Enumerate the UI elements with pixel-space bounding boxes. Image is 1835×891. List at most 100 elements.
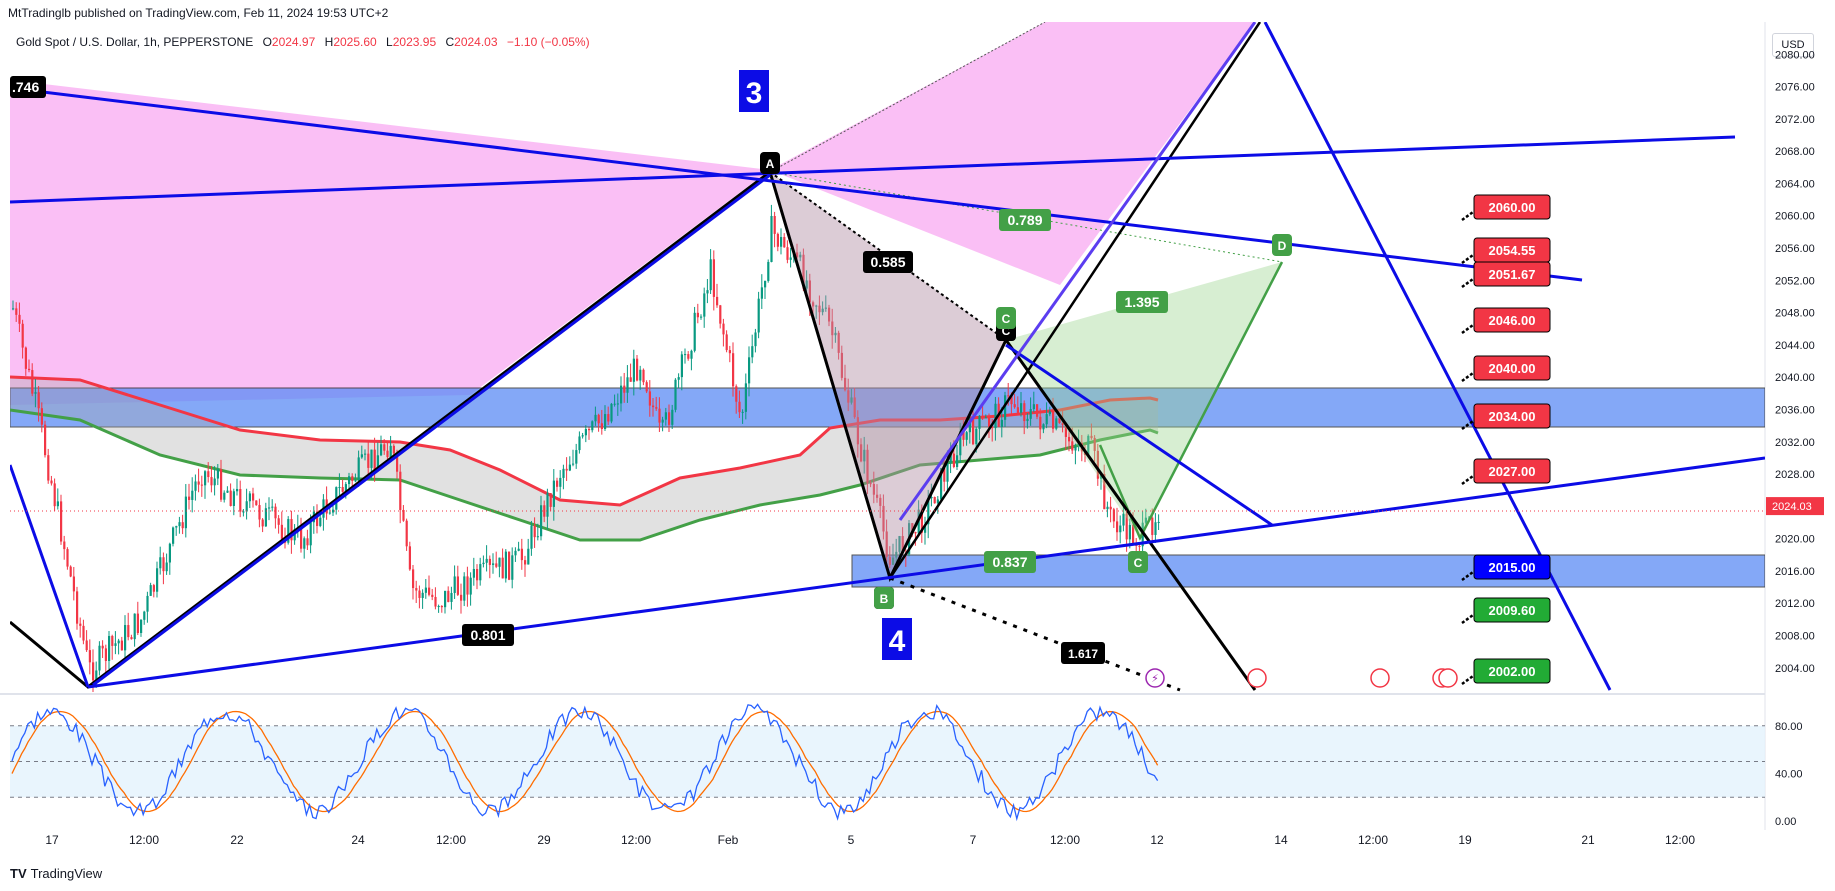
price-target-box[interactable] <box>1473 237 1551 263</box>
flag-event-icon[interactable] <box>1432 668 1452 688</box>
candle-body <box>885 531 888 557</box>
time-tick-label: 12:00 <box>436 833 466 847</box>
price-target-box[interactable] <box>1473 597 1551 623</box>
candle-body <box>652 405 655 408</box>
candle-body <box>732 353 735 387</box>
blue-trend-upper <box>10 135 1736 204</box>
price-target-box[interactable] <box>1473 554 1551 580</box>
candle-body <box>869 483 872 485</box>
pattern-point-box[interactable] <box>1272 234 1292 256</box>
candle-body <box>850 397 853 403</box>
price-tick-label: 2044.00 <box>1775 340 1815 352</box>
candle-body <box>936 499 939 504</box>
candle-body <box>1148 517 1151 519</box>
candle-body <box>120 640 123 651</box>
candle-body <box>1090 435 1093 438</box>
target-connector <box>1461 272 1481 289</box>
candle-body <box>492 563 495 565</box>
candle-body <box>415 588 418 591</box>
candle-body <box>501 557 504 579</box>
flag-event-icon[interactable] <box>1247 668 1267 688</box>
candle-body <box>581 435 584 437</box>
price-target-box[interactable] <box>1473 658 1551 684</box>
candle-body <box>92 662 95 681</box>
price-target-box[interactable] <box>1473 355 1551 381</box>
time-tick-label: 12 <box>1150 833 1164 847</box>
candle-body <box>56 501 59 507</box>
fib-ratio-box[interactable] <box>462 624 514 646</box>
pattern-point-box[interactable] <box>874 587 894 609</box>
blue-line-b-up <box>898 22 1257 521</box>
pattern-point-box[interactable] <box>1128 551 1148 573</box>
candle-body <box>1026 418 1029 422</box>
candle-body <box>296 527 299 530</box>
candle-body <box>1125 513 1128 540</box>
candle-body <box>952 453 955 467</box>
price-change: −1.10 (−0.05%) <box>506 35 590 49</box>
fib-ratio-box[interactable] <box>999 209 1051 231</box>
pattern-point-box[interactable] <box>874 587 894 609</box>
fib-ratio-box[interactable] <box>1061 642 1105 664</box>
pattern-point-box[interactable] <box>760 152 780 174</box>
candle-body <box>613 403 616 405</box>
flag-event-icon[interactable] <box>1370 668 1390 688</box>
fib-ratio-box[interactable] <box>1116 291 1168 313</box>
candle-body <box>882 505 885 532</box>
candle-body <box>856 417 859 445</box>
candle-body <box>764 280 767 288</box>
price-target-box[interactable] <box>1473 261 1551 287</box>
candle-body <box>284 538 287 543</box>
candle-body <box>261 519 264 527</box>
price-axis[interactable]: 2080.002076.002072.002068.002064.002060.… <box>1775 49 1815 674</box>
time-tick-label: 12:00 <box>129 833 159 847</box>
candle-body <box>136 613 139 633</box>
wave-label-box[interactable] <box>882 618 912 660</box>
wave-label-box[interactable] <box>739 70 769 112</box>
price-target-label: 2046.00 <box>1489 313 1536 328</box>
price-tick-label: 2056.00 <box>1775 243 1815 255</box>
price-target-box[interactable] <box>1473 307 1551 333</box>
candle-body <box>15 308 18 315</box>
candle-body <box>901 536 904 553</box>
candle-body <box>1112 509 1115 522</box>
candle-body <box>1058 418 1061 423</box>
symbol-name[interactable]: Gold Spot / U.S. Dollar, 1h, PEPPERSTONE <box>16 35 254 49</box>
candle-body <box>1135 542 1138 546</box>
candle-body <box>101 645 104 649</box>
candle-body <box>380 444 383 456</box>
currency-button[interactable]: USD <box>1772 33 1814 57</box>
candle-body <box>568 464 571 471</box>
candle-body <box>370 449 373 468</box>
price-target-box[interactable] <box>1473 194 1551 220</box>
resistance-zone <box>10 387 1765 428</box>
tradingview-logo[interactable]: TV TradingView <box>10 866 103 881</box>
time-axis[interactable]: 17 12:00 22 24 12:00 29 12:00 Feb 5 7 12:00 12 14 12:… <box>45 833 1695 847</box>
candle-body <box>194 481 197 491</box>
candle-body <box>392 445 395 454</box>
candle-body <box>773 215 776 234</box>
candle-body <box>508 551 511 580</box>
pattern-point-box[interactable] <box>996 319 1016 341</box>
candle-body <box>300 527 303 549</box>
candle-body <box>1036 404 1039 417</box>
candle-body <box>117 640 120 644</box>
fib-ratio-box[interactable] <box>863 251 913 273</box>
candle-body <box>741 411 744 413</box>
candle-body <box>744 383 747 412</box>
lightning-event-icon[interactable] <box>1145 668 1165 688</box>
price-target-box[interactable] <box>1473 458 1551 484</box>
price-target-box[interactable] <box>1473 403 1551 429</box>
pattern-point-label: B <box>880 592 889 606</box>
candle-body <box>156 568 159 592</box>
candle-body <box>789 257 792 260</box>
candle-body <box>85 640 88 651</box>
candle-body <box>728 350 731 354</box>
fib-ratio-box[interactable] <box>984 551 1036 573</box>
candle-body <box>1144 517 1147 523</box>
pattern-point-box[interactable] <box>996 307 1016 329</box>
price-tick-label: 2040.00 <box>1775 372 1815 384</box>
flag-event-icon[interactable] <box>1438 668 1458 688</box>
candle-body <box>517 548 520 551</box>
candle-body <box>335 487 338 510</box>
